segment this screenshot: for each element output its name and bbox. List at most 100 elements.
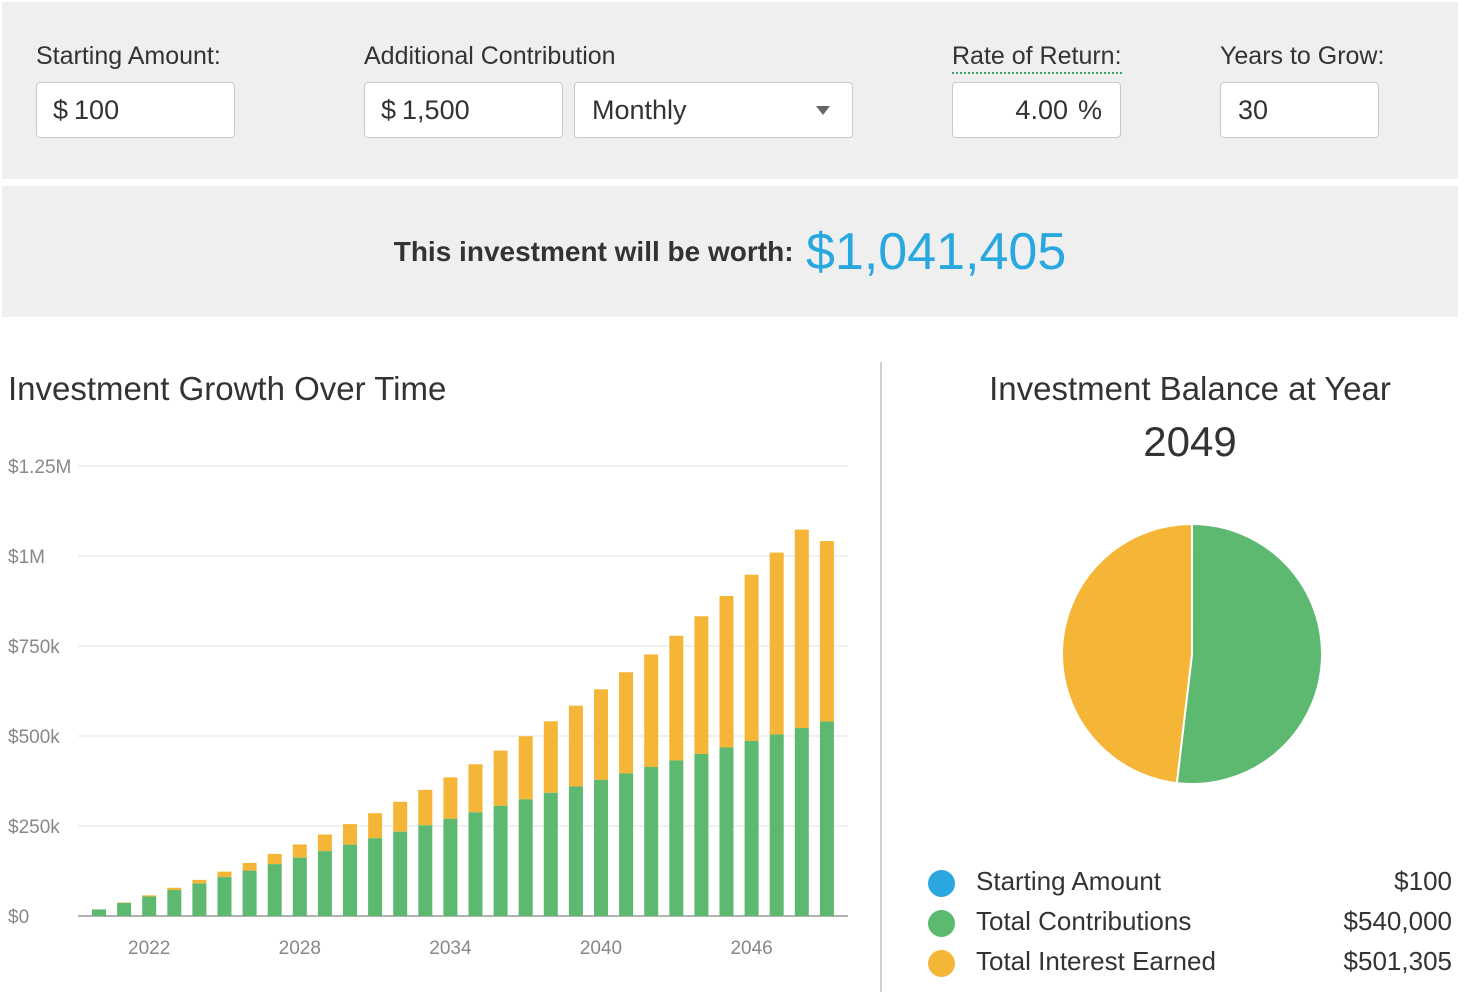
bar-contributions[interactable] xyxy=(669,760,684,916)
bar-interest[interactable] xyxy=(493,750,508,806)
starting-amount-input[interactable]: $ 100 xyxy=(36,82,235,138)
rate-of-return-value: 4.00 xyxy=(1015,94,1068,125)
bar-contributions[interactable] xyxy=(744,741,759,916)
pie-slice-total-contributions[interactable] xyxy=(1175,522,1323,785)
bar-interest[interactable] xyxy=(242,862,257,871)
legend-label: Total Interest Earned xyxy=(976,946,1216,976)
bar-contributions[interactable] xyxy=(769,734,784,916)
legend-value: $540,000 xyxy=(1343,906,1452,936)
bar-interest[interactable] xyxy=(594,689,608,780)
contribution-frequency-value: Monthly xyxy=(592,94,687,125)
bar-contributions[interactable] xyxy=(493,805,508,916)
bar-contributions[interactable] xyxy=(142,896,157,916)
bar-contributions[interactable] xyxy=(343,844,357,916)
bar-interest[interactable] xyxy=(468,764,483,813)
bar-interest[interactable] xyxy=(543,721,558,793)
bar-contributions[interactable] xyxy=(418,825,433,916)
growth-chart-title: Investment Growth Over Time xyxy=(8,370,447,407)
bar-interest[interactable] xyxy=(518,736,533,800)
bar-contributions[interactable] xyxy=(368,838,383,916)
pie-slice-total-interest-earned[interactable] xyxy=(1061,522,1193,785)
section-divider xyxy=(880,362,882,992)
bar-contributions[interactable] xyxy=(267,864,282,916)
contribution-frequency-select[interactable]: Monthly xyxy=(574,82,853,138)
y-tick-label: $750k xyxy=(8,637,60,658)
bar-interest[interactable] xyxy=(443,777,458,819)
bar-interest[interactable] xyxy=(619,672,634,774)
currency-prefix: $ xyxy=(381,94,397,125)
starting-amount-value: 100 xyxy=(74,94,120,125)
bar-contributions[interactable] xyxy=(468,812,483,916)
bar-interest[interactable] xyxy=(343,824,357,845)
bar-contributions[interactable] xyxy=(317,851,332,916)
bar-contributions[interactable] xyxy=(619,773,634,916)
bar-contributions[interactable] xyxy=(794,728,809,916)
bar-interest[interactable] xyxy=(292,844,307,858)
bar-contributions[interactable] xyxy=(568,786,583,916)
years-to-grow-input[interactable]: 30 xyxy=(1220,82,1379,138)
bar-interest[interactable] xyxy=(142,895,157,897)
legend-dot xyxy=(928,950,955,977)
y-tick-label: $0 xyxy=(8,907,29,928)
legend-dot xyxy=(928,910,955,937)
legend-item-starting-amount: Starting Amount $100 xyxy=(928,862,1452,902)
rate-of-return-input[interactable]: 4.00 % xyxy=(952,82,1121,138)
bar-interest[interactable] xyxy=(744,574,759,742)
bar-interest[interactable] xyxy=(794,529,809,729)
bar-interest[interactable] xyxy=(192,879,207,884)
bar-interest[interactable] xyxy=(418,789,433,826)
bar-interest[interactable] xyxy=(644,654,659,767)
x-tick-label: 2040 xyxy=(580,938,622,959)
bar-contributions[interactable] xyxy=(694,753,709,916)
x-tick-label: 2022 xyxy=(128,938,170,959)
bar-interest[interactable] xyxy=(317,834,332,852)
bar-interest[interactable] xyxy=(393,801,408,832)
bar-contributions[interactable] xyxy=(719,747,734,916)
growth-chart: $0 $250k $500k $750k $1M $1.25M 2022 2028 2034 20… xyxy=(8,457,848,959)
additional-contribution-label: Additional Contribution xyxy=(364,42,616,70)
legend-value: $100 xyxy=(1394,866,1452,896)
bar-interest[interactable] xyxy=(568,705,583,787)
y-tick-label: $1M xyxy=(8,547,45,568)
bar-contributions[interactable] xyxy=(292,857,307,916)
pie-chart-year: 2049 xyxy=(1143,418,1237,465)
y-tick-label: $250k xyxy=(8,817,60,838)
bar-contributions[interactable] xyxy=(117,903,132,916)
bar-contributions[interactable] xyxy=(819,721,834,916)
bar-interest[interactable] xyxy=(117,902,132,904)
bar-interest[interactable] xyxy=(719,595,734,748)
bar-interest[interactable] xyxy=(167,887,182,891)
legend-label: Starting Amount xyxy=(976,866,1161,896)
legend-item-total-contributions: Total Contributions $540,000 xyxy=(928,902,1452,942)
bar-contributions[interactable] xyxy=(594,779,608,916)
bar-interest[interactable] xyxy=(694,616,709,754)
bar-contributions[interactable] xyxy=(518,799,533,916)
pie-chart-title: Investment Balance at Year xyxy=(989,370,1391,407)
bar-contributions[interactable] xyxy=(393,831,408,916)
bar-interest[interactable] xyxy=(217,871,232,878)
x-tick-label: 2034 xyxy=(429,938,472,959)
bar-contributions[interactable] xyxy=(217,877,232,916)
bar-contributions[interactable] xyxy=(644,766,659,916)
bar-interest[interactable] xyxy=(769,552,784,735)
additional-contribution-input[interactable]: $ 1,500 xyxy=(364,82,563,138)
bar-contributions[interactable] xyxy=(192,883,207,916)
bar-contributions[interactable] xyxy=(443,818,458,916)
pie-chart xyxy=(1061,522,1323,785)
bar-interest[interactable] xyxy=(819,541,834,722)
bar-contributions[interactable] xyxy=(543,792,558,916)
bar-contributions[interactable] xyxy=(167,890,182,916)
bar-contributions[interactable] xyxy=(92,909,106,916)
result-value: $1,041,405 xyxy=(806,223,1067,281)
additional-contribution-value: 1,500 xyxy=(402,94,470,125)
percent-suffix: % xyxy=(1077,94,1102,125)
bar-contributions[interactable] xyxy=(242,870,257,916)
result-label: This investment will be worth: xyxy=(393,236,794,267)
bar-interest[interactable] xyxy=(267,853,282,865)
starting-amount-label: Starting Amount: xyxy=(36,42,221,70)
rate-of-return-label[interactable]: Rate of Return: xyxy=(952,42,1122,74)
bar-interest[interactable] xyxy=(669,635,684,761)
y-tick-label: $1.25M xyxy=(8,457,71,478)
bar-interest[interactable] xyxy=(368,813,383,839)
result-panel xyxy=(2,186,1458,317)
